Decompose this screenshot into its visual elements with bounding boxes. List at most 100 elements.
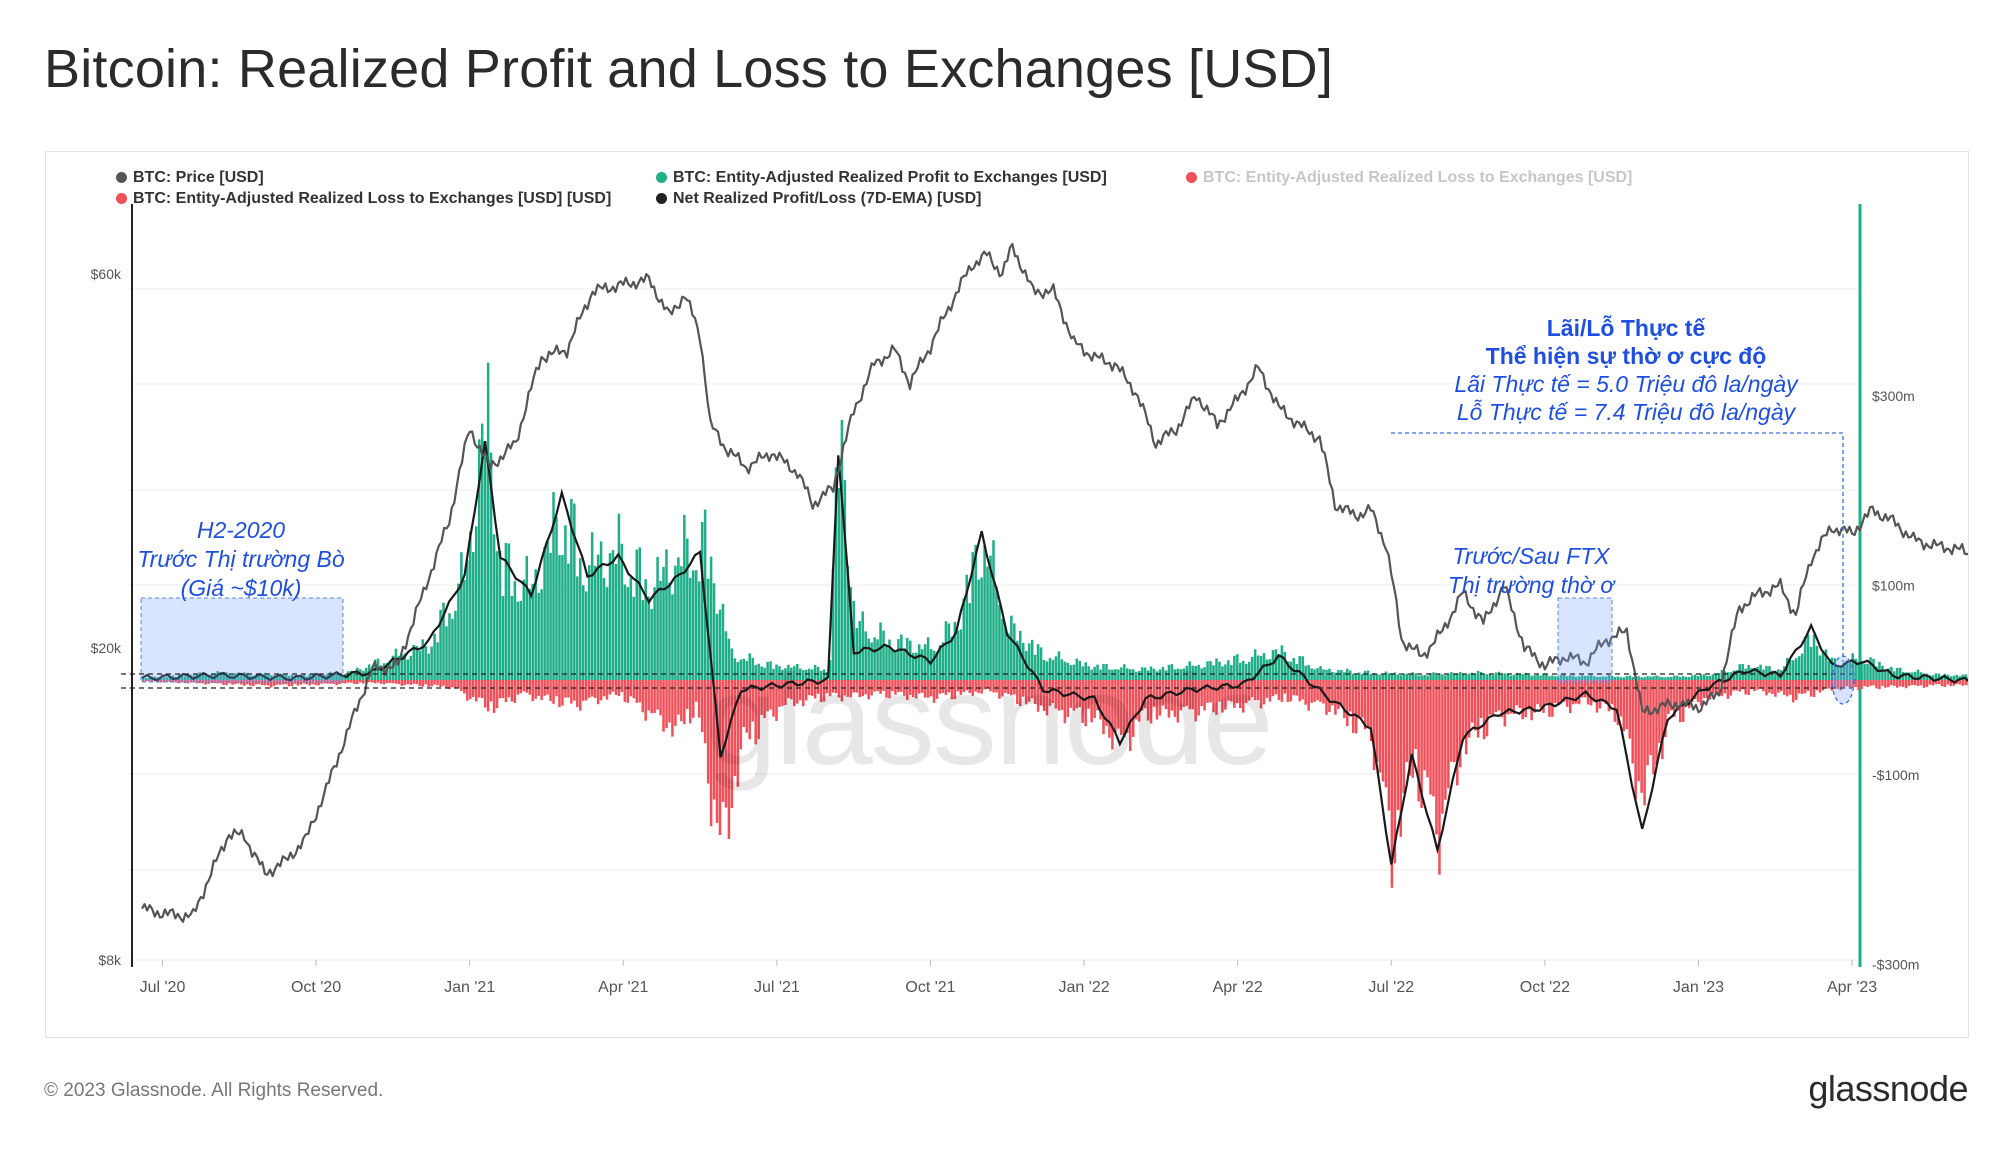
loss-bar	[674, 680, 677, 726]
loss-bar	[373, 680, 377, 684]
loss-bar	[932, 680, 936, 703]
profit-bar	[1001, 618, 1004, 680]
profit-bar	[573, 503, 576, 680]
profit-bar	[971, 552, 974, 680]
loss-bar	[1863, 680, 1866, 687]
profit-bar	[864, 631, 867, 680]
loss-bar	[1411, 680, 1414, 778]
profit-bar	[320, 674, 323, 680]
legend-item-loss[interactable]: BTC: Entity-Adjusted Realized Loss to Ex…	[116, 190, 611, 208]
loss-bar	[920, 680, 924, 693]
loss-bar	[1372, 680, 1376, 771]
profit-bar	[1678, 677, 1682, 680]
profit-bar	[314, 675, 317, 680]
loss-bar	[971, 680, 974, 696]
profit-bar	[1649, 676, 1652, 680]
annotation-line: Trước Thị trường Bò	[137, 546, 345, 572]
loss-bar	[1747, 680, 1750, 695]
loss-bar	[278, 680, 282, 685]
profit-bar	[1137, 671, 1141, 680]
profit-bar	[1075, 658, 1079, 680]
loss-bar	[150, 680, 154, 682]
profit-bar	[1108, 669, 1111, 680]
loss-bar	[1536, 680, 1539, 705]
loss-bar	[561, 680, 564, 706]
annotation-highlight-ellipse	[1831, 655, 1855, 705]
profit-bar	[638, 547, 642, 680]
legend-item-net-pnl[interactable]: Net Realized Profit/Loss (7D-EMA) [USD]	[656, 190, 981, 208]
loss-bar	[418, 680, 422, 687]
loss-bar	[1265, 680, 1269, 698]
profit-bar	[1340, 669, 1343, 680]
profit-bar	[1904, 672, 1908, 680]
loss-bar	[1866, 680, 1869, 687]
loss-bar	[1545, 680, 1548, 703]
loss-bar	[1387, 680, 1391, 811]
profit-bar	[1194, 665, 1197, 680]
profit-bar	[1788, 659, 1792, 680]
profit-bar	[1247, 661, 1251, 680]
profit-bar	[888, 639, 891, 680]
loss-bar	[1420, 680, 1423, 808]
legend-item-profit[interactable]: BTC: Entity-Adjusted Realized Profit to …	[656, 169, 1107, 187]
profit-bar	[923, 644, 927, 680]
profit-bar	[932, 650, 936, 680]
loss-bar	[671, 680, 674, 737]
loss-bar	[1033, 680, 1037, 704]
profit-bar	[540, 589, 543, 680]
profit-bar	[1794, 658, 1798, 680]
loss-bar	[1860, 680, 1863, 689]
profit-bar	[442, 602, 445, 680]
loss-bar	[463, 680, 466, 694]
loss-bar	[222, 680, 225, 686]
profit-bar	[947, 623, 951, 680]
profit-bar	[819, 670, 823, 680]
loss-bar	[677, 680, 680, 715]
profit-bar	[290, 674, 294, 680]
loss-bar	[1673, 680, 1676, 717]
profit-bar	[1307, 664, 1310, 680]
profit-bar	[1435, 674, 1438, 680]
loss-bar	[1652, 680, 1655, 775]
profit-bar	[1152, 668, 1156, 680]
legend-dot-icon	[116, 193, 127, 204]
profit-bar	[1702, 674, 1706, 680]
loss-bar	[448, 680, 451, 690]
profit-bar	[474, 526, 478, 680]
loss-bar	[700, 680, 704, 733]
profit-bar	[1036, 644, 1040, 680]
legend-item-loss-hidden[interactable]: BTC: Entity-Adjusted Realized Loss to Ex…	[1186, 169, 1632, 187]
loss-bar	[367, 680, 371, 683]
profit-bar	[1244, 663, 1248, 680]
profit-bar	[552, 492, 555, 680]
loss-bar	[1518, 680, 1521, 708]
loss-bar	[1896, 680, 1899, 688]
loss-bar	[1949, 680, 1953, 687]
profit-bar	[617, 513, 621, 680]
loss-bar	[914, 680, 918, 699]
profit-bar	[647, 596, 650, 680]
loss-bar	[1045, 680, 1049, 716]
loss-bar	[605, 680, 609, 700]
profit-bar	[1111, 669, 1114, 680]
loss-bar	[257, 680, 261, 684]
loss-bar	[144, 680, 148, 682]
profit-bar	[920, 649, 924, 680]
profit-bar	[1857, 661, 1860, 680]
profit-bar	[1714, 674, 1718, 680]
loss-bar	[1616, 680, 1620, 726]
profit-bar	[665, 549, 668, 680]
profit-bar	[620, 543, 624, 680]
profit-bar	[1887, 668, 1890, 680]
legend-item-price[interactable]: BTC: Price [USD]	[116, 169, 264, 187]
loss-bar	[1244, 680, 1248, 703]
profit-bar	[1640, 677, 1643, 680]
profit-bar	[909, 640, 912, 680]
profit-bar	[1301, 656, 1304, 680]
annotation-line: Lãi Thực tế = 5.0 Triệu đô la/ngày	[1454, 371, 1798, 397]
loss-bar	[552, 680, 555, 704]
profit-bar	[935, 651, 939, 680]
legend-label: BTC: Entity-Adjusted Realized Loss to Ex…	[1203, 169, 1633, 186]
profit-bar	[460, 552, 463, 680]
loss-bar	[1298, 680, 1301, 702]
